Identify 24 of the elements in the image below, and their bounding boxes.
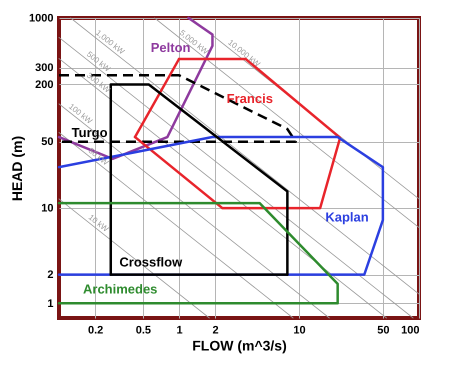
y-tick-label: 10 — [41, 202, 54, 215]
text: 50 kW — [86, 146, 110, 168]
x-axis-title: FLOW (m^3/s) — [192, 338, 287, 354]
series-label: Archimedes — [82, 282, 158, 296]
x-tick-label: 50 — [377, 324, 390, 336]
y-tick-label: 200 — [35, 78, 54, 91]
y-tick-label: 300 — [35, 62, 54, 74]
y-tick-label: 2 — [47, 269, 54, 282]
x-tick-label: 1 — [176, 324, 183, 336]
y-tick-label: 1 — [47, 298, 54, 310]
x-tick-label: 0.2 — [88, 324, 104, 336]
series-label: Turgo — [72, 124, 108, 140]
y-tick-label: 50 — [41, 136, 54, 148]
x-tick-label: 0.5 — [136, 324, 152, 336]
series-label: Kaplan — [325, 210, 369, 224]
text: 100 kW — [66, 102, 94, 126]
series-label: Francis — [226, 91, 273, 106]
text: 10 kW — [86, 212, 110, 234]
series-label: Crossflow — [119, 254, 184, 270]
x-tick-label: 100 — [401, 324, 420, 336]
x-tick-label: 2 — [212, 324, 219, 336]
x-tick-label: 10 — [293, 324, 306, 336]
y-axis-title: HEAD (m) — [9, 136, 26, 202]
y-tick-label: 1000 — [29, 12, 54, 24]
